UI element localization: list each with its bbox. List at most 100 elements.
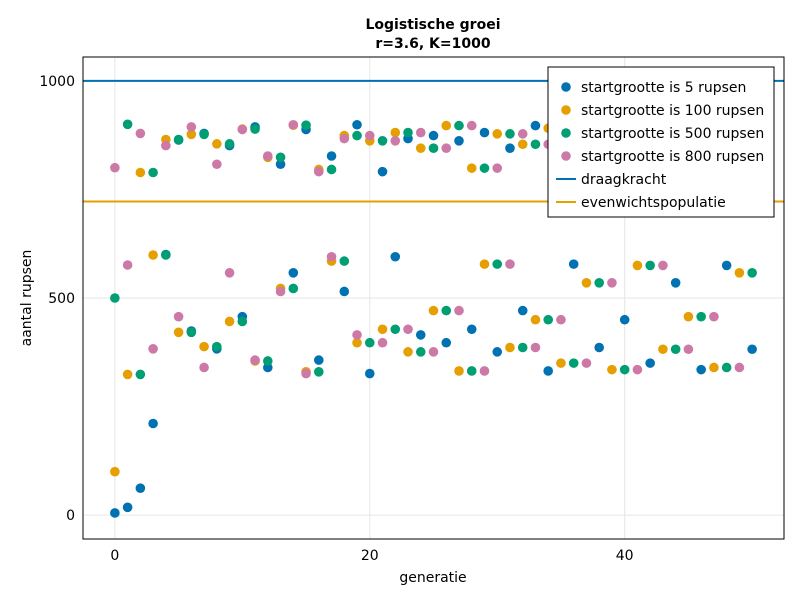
data-point: [390, 136, 401, 146]
data-point: [747, 344, 757, 355]
data-point: [568, 259, 579, 269]
data-point: [734, 362, 745, 373]
data-point: [658, 260, 668, 271]
data-point: [505, 143, 515, 153]
data-point: [607, 278, 617, 288]
data-point: [313, 355, 324, 365]
data-point: [441, 120, 452, 131]
data-point: [377, 337, 388, 348]
data-point: [212, 139, 222, 149]
data-point: [709, 311, 719, 322]
data-point: [275, 152, 286, 163]
x-tick-label: 20: [361, 548, 379, 564]
data-point: [721, 362, 732, 373]
chart-subtitle: r=3.6, K=1000: [375, 36, 490, 52]
data-point: [619, 314, 630, 325]
data-point: [122, 119, 133, 130]
data-point: [581, 278, 592, 288]
data-point: [466, 366, 477, 376]
legend-marker: [561, 151, 571, 161]
data-point: [224, 139, 235, 149]
data-point: [517, 305, 528, 316]
data-point: [403, 347, 413, 357]
data-point: [110, 293, 120, 303]
data-point: [288, 268, 299, 278]
data-point: [275, 159, 286, 170]
data-point: [403, 127, 413, 138]
data-point: [428, 347, 439, 357]
data-point: [148, 167, 158, 178]
data-point: [530, 139, 541, 150]
data-point: [237, 124, 248, 135]
data-point: [186, 129, 197, 140]
data-point: [415, 143, 426, 153]
data-point: [148, 344, 158, 354]
data-point: [390, 324, 401, 335]
data-point: [479, 259, 490, 269]
data-point: [594, 278, 604, 288]
data-point: [492, 259, 503, 269]
data-point: [619, 364, 630, 375]
data-point: [122, 369, 133, 380]
legend-marker: [561, 82, 571, 92]
data-point: [377, 324, 388, 335]
data-point: [186, 122, 197, 132]
data-point: [110, 162, 120, 173]
x-tick-label: 40: [616, 548, 634, 564]
data-point: [390, 127, 401, 138]
data-point: [454, 136, 464, 146]
legend-label: startgrootte is 100 rupsen: [581, 103, 764, 119]
data-point: [466, 120, 477, 131]
data-point: [288, 119, 299, 130]
data-point: [696, 364, 706, 375]
data-point: [441, 305, 452, 316]
data-point: [734, 268, 745, 278]
data-point: [428, 305, 439, 316]
data-point: [428, 143, 439, 153]
data-point: [339, 256, 350, 266]
data-point: [454, 120, 464, 131]
axis-ticks: 0 20 40 0 500 1000: [39, 74, 633, 564]
data-point: [263, 356, 273, 366]
data-point: [352, 119, 362, 130]
data-point: [122, 260, 133, 270]
data-point: [492, 163, 503, 173]
legend-marker: [561, 105, 571, 115]
data-point: [352, 330, 362, 340]
data-point: [415, 347, 426, 357]
data-point: [530, 342, 541, 353]
data-point: [301, 120, 311, 130]
y-tick-label: 0: [66, 508, 75, 524]
data-point: [326, 151, 337, 161]
data-point: [313, 166, 324, 177]
data-point: [212, 159, 222, 170]
data-point: [161, 140, 171, 151]
data-point: [556, 314, 566, 325]
data-point: [339, 286, 350, 297]
data-point: [352, 130, 362, 141]
data-point: [645, 358, 655, 368]
data-point: [607, 364, 617, 375]
data-point: [148, 250, 158, 260]
data-point: [250, 124, 260, 134]
y-tick-label: 1000: [39, 74, 75, 90]
data-point: [301, 368, 311, 379]
data-point: [224, 316, 235, 327]
data-point: [505, 259, 515, 269]
data-point: [543, 314, 554, 325]
data-point: [339, 133, 350, 144]
x-tick-label: 0: [110, 548, 119, 564]
data-point: [364, 130, 375, 141]
data-point: [403, 324, 413, 335]
data-point: [696, 311, 706, 322]
legend-label: startgrootte is 500 rupsen: [581, 126, 764, 142]
data-point: [428, 130, 439, 141]
data-point: [479, 163, 490, 173]
data-point: [479, 127, 490, 138]
data-point: [173, 327, 184, 338]
data-point: [199, 362, 209, 373]
data-point: [517, 129, 528, 139]
x-axis-label: generatie: [399, 570, 466, 586]
legend-box: [547, 66, 775, 218]
legend: startgrootte is 5 rupsen startgrootte is …: [547, 66, 775, 218]
